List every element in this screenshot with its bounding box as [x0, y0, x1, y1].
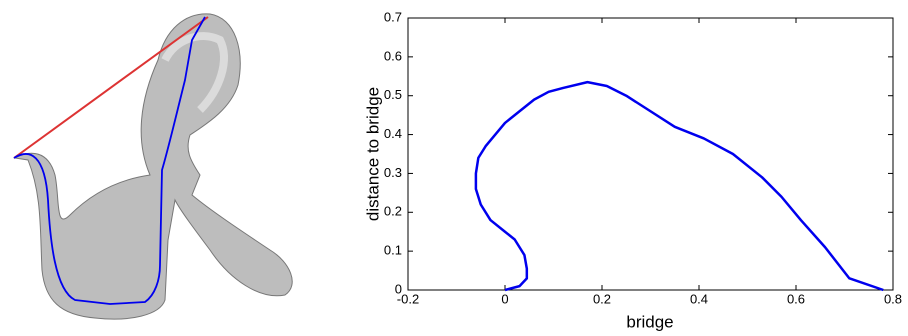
x-tick-label: 0: [501, 291, 508, 306]
figure: bridge distance to bridge -0.200.20.40.6…: [0, 0, 908, 336]
y-tick-label: 0.6: [384, 48, 402, 63]
y-tick-label: 0.5: [384, 87, 402, 102]
octopus-body: [15, 14, 292, 319]
y-axis-label: distance to bridge: [363, 87, 382, 221]
octopus-render: [14, 14, 292, 319]
y-tick-label: 0.2: [384, 204, 402, 219]
x-tick-label: 0.4: [690, 291, 708, 306]
y-tick-label: 0.4: [384, 126, 402, 141]
x-tick-label: 0.8: [884, 291, 902, 306]
x-tick-label: 0.6: [787, 291, 805, 306]
x-axis-label: bridge: [626, 312, 673, 331]
y-tick-label: 0: [395, 281, 402, 296]
y-tick-label: 0.1: [384, 243, 402, 258]
x-tick-label: 0.2: [593, 291, 611, 306]
y-tick-label: 0.7: [384, 9, 402, 24]
y-tick-label: 0.3: [384, 165, 402, 180]
data-line: [476, 82, 883, 290]
